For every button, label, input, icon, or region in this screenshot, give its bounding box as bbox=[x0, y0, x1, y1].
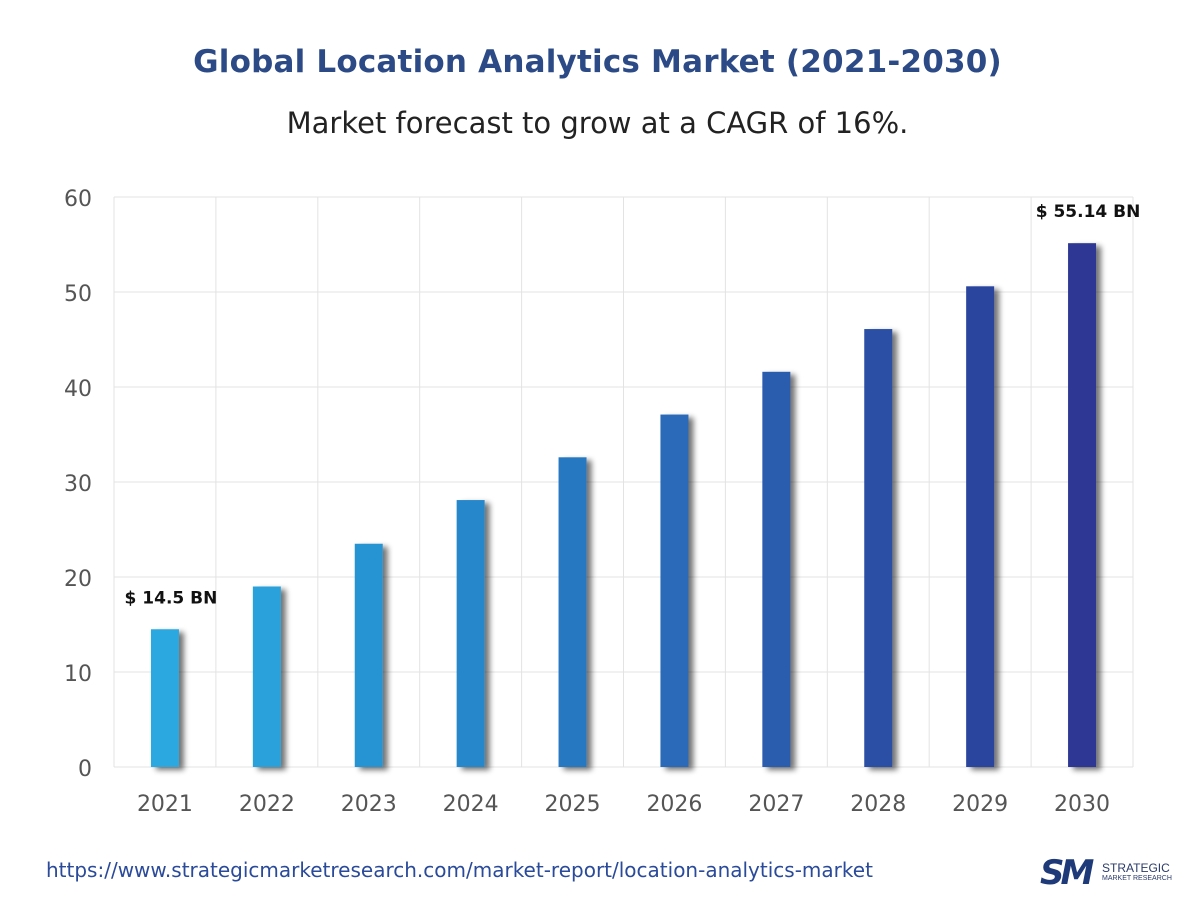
x-tick-label: 2023 bbox=[341, 792, 397, 817]
y-tick-label: 50 bbox=[64, 282, 92, 307]
x-tick-label: 2029 bbox=[952, 792, 1008, 817]
data-label-2030: $ 55.14 BN bbox=[1036, 202, 1141, 222]
chart-subtitle: Market forecast to grow at a CAGR of 16%… bbox=[286, 106, 909, 140]
y-axis-ticks: 0 10 20 30 40 50 60 bbox=[64, 187, 92, 782]
data-labels: $ 14.5 BN $ 55.14 BN bbox=[125, 202, 1141, 608]
x-tick-label: 2028 bbox=[850, 792, 906, 817]
bar-2028 bbox=[864, 329, 893, 767]
source-url-link[interactable]: https://www.strategicmarketresearch.com/… bbox=[46, 858, 873, 882]
bar-2023 bbox=[354, 543, 383, 767]
y-tick-label: 60 bbox=[64, 187, 92, 212]
bar-2030 bbox=[1068, 243, 1097, 768]
logo-mark: SM bbox=[1040, 853, 1094, 893]
x-tick-label: 2026 bbox=[646, 792, 702, 817]
y-tick-label: 0 bbox=[78, 757, 92, 782]
x-tick-label: 2022 bbox=[239, 792, 295, 817]
x-tick-label: 2024 bbox=[443, 792, 499, 817]
y-tick-label: 20 bbox=[64, 567, 92, 592]
logo-text-line2: MARKET RESEARCH bbox=[1102, 875, 1172, 882]
logo-text-line1: STRATEGIC bbox=[1102, 861, 1170, 875]
chart-title: Global Location Analytics Market (2021-2… bbox=[193, 44, 1002, 80]
bar-2022 bbox=[252, 586, 281, 767]
x-axis-ticks: 2021 2022 2023 2024 2025 2026 2027 2028 2029 2030 bbox=[137, 792, 1110, 817]
company-logo: SM STRATEGIC MARKET RESEARCH bbox=[1040, 854, 1190, 894]
x-tick-label: 2025 bbox=[545, 792, 601, 817]
x-tick-label: 2027 bbox=[748, 792, 804, 817]
y-tick-label: 30 bbox=[64, 472, 92, 497]
bar-2021 bbox=[150, 629, 179, 767]
x-tick-label: 2021 bbox=[137, 792, 193, 817]
grid-lines bbox=[113, 196, 1134, 768]
x-tick-label: 2030 bbox=[1054, 792, 1110, 817]
bar-2025 bbox=[558, 457, 587, 767]
y-tick-label: 40 bbox=[64, 377, 92, 402]
data-label-2021: $ 14.5 BN bbox=[125, 588, 218, 608]
bar-2027 bbox=[762, 371, 791, 767]
bar-2029 bbox=[966, 286, 995, 767]
bar-2026 bbox=[660, 414, 689, 767]
y-tick-label: 10 bbox=[64, 662, 92, 687]
bar-2024 bbox=[456, 500, 485, 767]
bars bbox=[150, 243, 1097, 768]
